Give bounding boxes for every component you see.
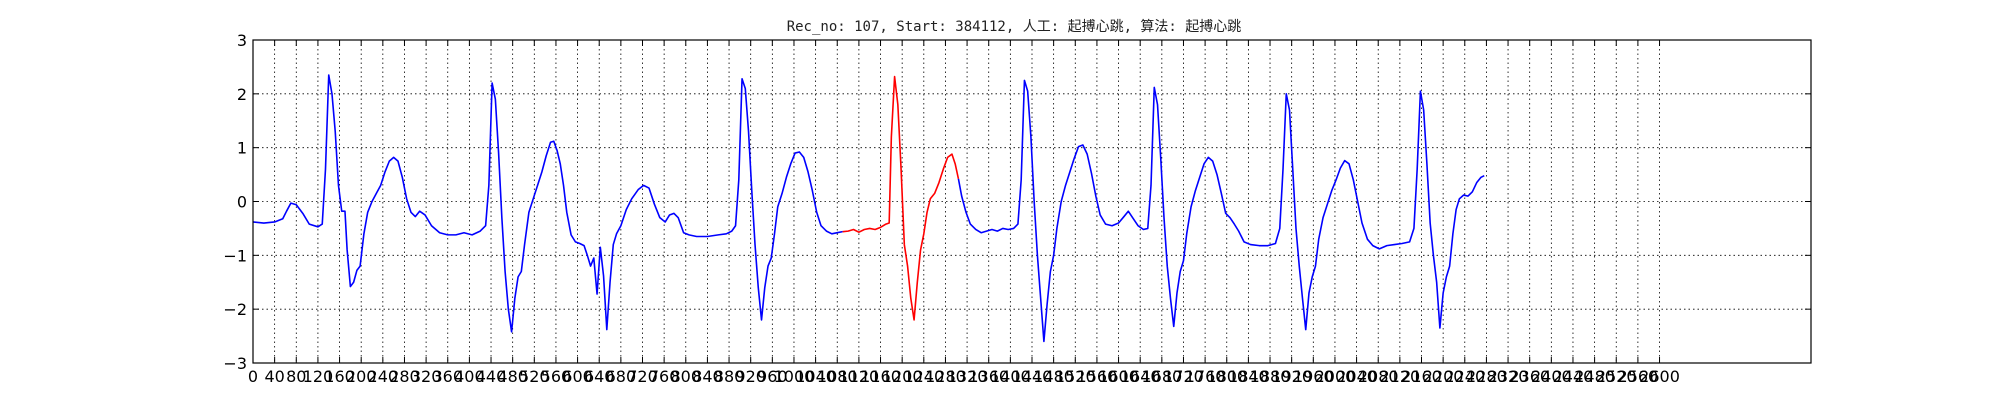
x-tick-label: 1760 <box>1185 367 1226 386</box>
x-tick-label: 1600 <box>1098 367 1139 386</box>
x-tick-label: 1360 <box>968 367 1009 386</box>
x-tick-label: 1640 <box>1120 367 1161 386</box>
y-tick-label: −2 <box>223 300 247 319</box>
ticks: 0 40 8012016020024028032036040044048052056… <box>223 31 1811 386</box>
x-tick-label: 120 <box>303 367 334 386</box>
y-tick-label: 0 <box>237 193 247 212</box>
x-tick-label: 2240 <box>1444 367 1485 386</box>
x-tick-label: 1880 <box>1250 367 1291 386</box>
x-tick-label: 680 <box>606 367 637 386</box>
x-tick-label: 1520 <box>1055 367 1096 386</box>
x-tick-label: 160 <box>324 367 355 386</box>
x-tick-label: 520 <box>519 367 550 386</box>
x-tick-label: 1400 <box>990 367 1031 386</box>
x-tick-label: 200 <box>346 367 377 386</box>
y-tick-label: 1 <box>237 139 247 158</box>
x-tick-label: 2360 <box>1509 367 1550 386</box>
x-tick-label: 1200 <box>882 367 923 386</box>
x-tick-label: 440 <box>476 367 507 386</box>
x-tick-label: 1320 <box>947 367 988 386</box>
x-tick-label: 2320 <box>1488 367 1529 386</box>
x-tick-label: 1120 <box>839 367 880 386</box>
x-tick-label: 240 <box>368 367 399 386</box>
x-tick-label: 840 <box>692 367 723 386</box>
y-tick-label: 2 <box>237 85 247 104</box>
x-tick-label: 1720 <box>1163 367 1204 386</box>
x-tick-label: 880 <box>714 367 745 386</box>
x-tick-label: 600 <box>562 367 593 386</box>
x-tick-label: 2280 <box>1466 367 1507 386</box>
x-tick-label: 2200 <box>1423 367 1464 386</box>
x-tick-label: 2120 <box>1380 367 1421 386</box>
x-tick-label: 1000 <box>774 367 815 386</box>
x-tick-label: 40 <box>264 367 284 386</box>
series-line-0 <box>252 74 843 333</box>
x-tick-label: 1040 <box>795 367 836 386</box>
x-tick-label: 320 <box>411 367 442 386</box>
x-tick-label: 2560 <box>1618 367 1659 386</box>
x-tick-label: 2080 <box>1358 367 1399 386</box>
x-tick-label: 920 <box>735 367 766 386</box>
x-tick-label: 720 <box>627 367 658 386</box>
x-tick-label: 280 <box>389 367 420 386</box>
x-tick-label: 360 <box>432 367 463 386</box>
x-tick-label: 760 <box>649 367 680 386</box>
y-tick-label: −3 <box>223 354 247 373</box>
x-tick-label: 2440 <box>1553 367 1594 386</box>
series-line-1 <box>842 75 960 321</box>
series-line-2 <box>957 79 1485 343</box>
series-layer <box>252 74 1485 343</box>
x-tick-label: 2520 <box>1596 367 1637 386</box>
x-tick-label: 960 <box>757 367 788 386</box>
x-tick-label: 640 <box>584 367 615 386</box>
x-tick-label: 560 <box>541 367 572 386</box>
y-tick-label: 3 <box>237 31 247 50</box>
x-tick-label: 2600 <box>1639 367 1680 386</box>
x-tick-label: 400 <box>454 367 485 386</box>
grid <box>253 40 1811 363</box>
x-tick-label: 1440 <box>1012 367 1053 386</box>
x-tick-label: 1480 <box>1033 367 1074 386</box>
x-tick-label: 2160 <box>1401 367 1442 386</box>
chart-title: Rec_no: 107, Start: 384112, 人工: 起搏心跳, 算法… <box>787 18 1242 35</box>
x-tick-label: 2000 <box>1315 367 1356 386</box>
x-tick-label: 2480 <box>1574 367 1615 386</box>
x-tick-label: 1840 <box>1228 367 1269 386</box>
x-tick-label: 2040 <box>1336 367 1377 386</box>
x-tick-label: 1280 <box>925 367 966 386</box>
x-tick-label: 1800 <box>1206 367 1247 386</box>
x-tick-label: 1960 <box>1293 367 1334 386</box>
x-tick-label: 1920 <box>1271 367 1312 386</box>
x-tick-label: 1080 <box>817 367 858 386</box>
x-tick-label: 1160 <box>860 367 901 386</box>
x-tick-label: 1560 <box>1077 367 1118 386</box>
x-tick-label: 1680 <box>1141 367 1182 386</box>
x-tick-label: 80 <box>286 367 306 386</box>
x-tick-label: 1240 <box>903 367 944 386</box>
x-tick-label: 480 <box>497 367 528 386</box>
y-tick-label: −1 <box>223 246 247 265</box>
x-tick-label: 800 <box>671 367 702 386</box>
x-tick-label: 2400 <box>1531 367 1572 386</box>
x-tick-label: 0 <box>248 367 258 386</box>
